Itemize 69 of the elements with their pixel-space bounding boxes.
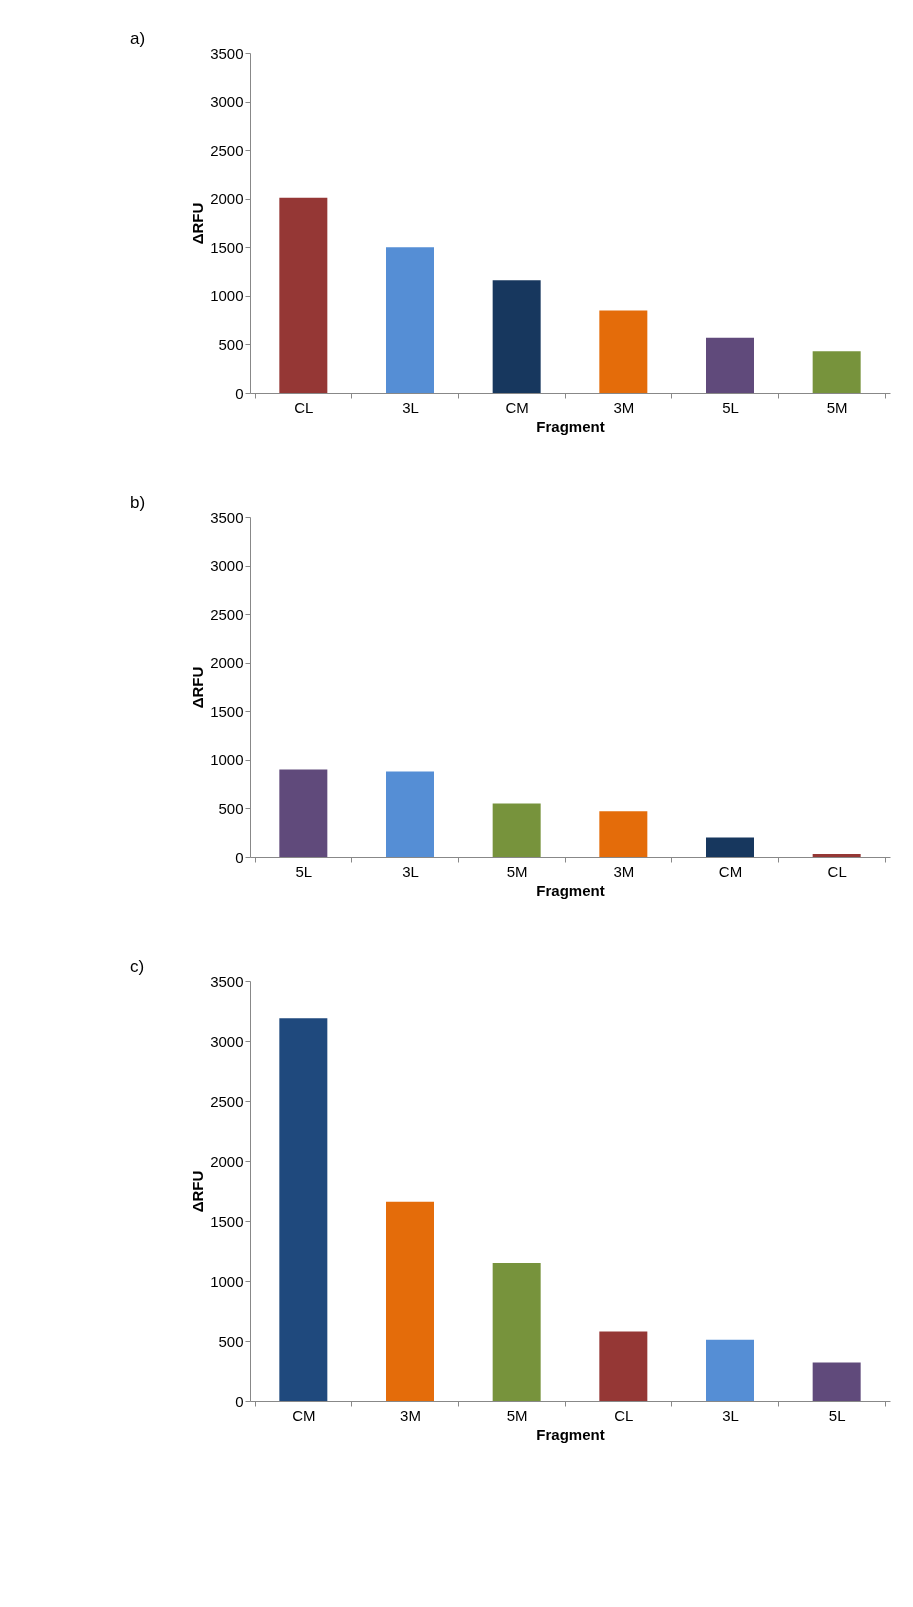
bar <box>279 769 328 857</box>
y-tick-label: 2000 <box>210 1152 244 1170</box>
x-tick-label: CM <box>292 1406 316 1424</box>
y-tick-label: 2500 <box>210 1092 244 1110</box>
y-tick-label: 1000 <box>210 1272 244 1290</box>
bar <box>706 337 754 393</box>
y-tick-label: 3000 <box>210 1032 244 1050</box>
bar <box>492 1263 541 1401</box>
y-tick-label: 1000 <box>210 751 244 769</box>
bar <box>599 310 648 393</box>
x-tick-label: 3M <box>613 862 635 880</box>
y-tick-label: 3500 <box>210 972 244 990</box>
y-tick-label: 3000 <box>210 557 244 575</box>
bar <box>386 771 434 857</box>
x-tick-label: 5M <box>506 862 528 880</box>
x-tick-label: 5L <box>295 862 313 880</box>
x-axis-title: Fragment <box>536 1425 605 1443</box>
x-tick-label: 3M <box>400 1406 421 1424</box>
y-tick-label: 500 <box>218 799 244 817</box>
y-tick-label: 500 <box>218 335 244 353</box>
y-axis-title: ΔRFU <box>189 666 207 709</box>
bar <box>599 1331 648 1401</box>
y-tick-label: 2000 <box>210 190 244 208</box>
bar <box>812 351 861 393</box>
y-tick-label: 1500 <box>210 702 244 720</box>
text: b) <box>130 493 146 512</box>
y-tick-label: 3500 <box>210 508 244 526</box>
bar <box>492 280 541 393</box>
y-tick-label: 2500 <box>210 605 244 623</box>
text: a) <box>130 29 146 48</box>
y-tick-label: 1500 <box>210 238 244 256</box>
y-tick-label: 2000 <box>210 654 244 672</box>
bar <box>279 1018 328 1401</box>
text: c) <box>130 957 145 976</box>
bar <box>706 1339 754 1401</box>
x-tick-label: 3L <box>402 862 419 880</box>
x-tick-label: CL <box>294 398 314 416</box>
bar <box>386 1201 434 1401</box>
y-tick-label: 3500 <box>210 44 244 62</box>
x-tick-label: CM <box>718 862 743 880</box>
y-tick-label: 0 <box>235 384 244 402</box>
bar <box>812 1362 861 1401</box>
y-tick-label: 1500 <box>210 1212 244 1230</box>
bar <box>279 197 328 393</box>
y-axis-title: ΔRFU <box>189 202 207 245</box>
bar <box>599 811 648 857</box>
x-tick-label: 5L <box>828 1406 846 1424</box>
bar <box>812 854 861 857</box>
x-axis-title: Fragment <box>536 417 605 435</box>
y-tick-label: 3000 <box>210 93 244 111</box>
x-axis-title: Fragment <box>536 881 605 899</box>
bar <box>706 837 754 857</box>
x-tick-label: 3L <box>402 398 419 416</box>
y-tick-label: 2500 <box>210 141 244 159</box>
x-tick-label: CM <box>505 398 529 416</box>
y-tick-label: 0 <box>235 848 244 866</box>
x-tick-label: CL <box>827 862 847 880</box>
y-tick-label: 500 <box>218 1332 244 1350</box>
y-axis-title: ΔRFU <box>189 1170 207 1213</box>
x-tick-label: CL <box>614 1406 634 1424</box>
bar <box>386 247 434 393</box>
x-tick-label: 5M <box>506 1406 528 1424</box>
x-tick-label: 5L <box>722 398 739 416</box>
y-tick-label: 0 <box>235 1392 244 1410</box>
y-tick-label: 1000 <box>210 287 244 305</box>
x-tick-label: 3M <box>613 398 635 416</box>
x-tick-label: 5M <box>826 398 848 416</box>
x-tick-label: 3L <box>722 1406 739 1424</box>
bar <box>492 803 541 857</box>
